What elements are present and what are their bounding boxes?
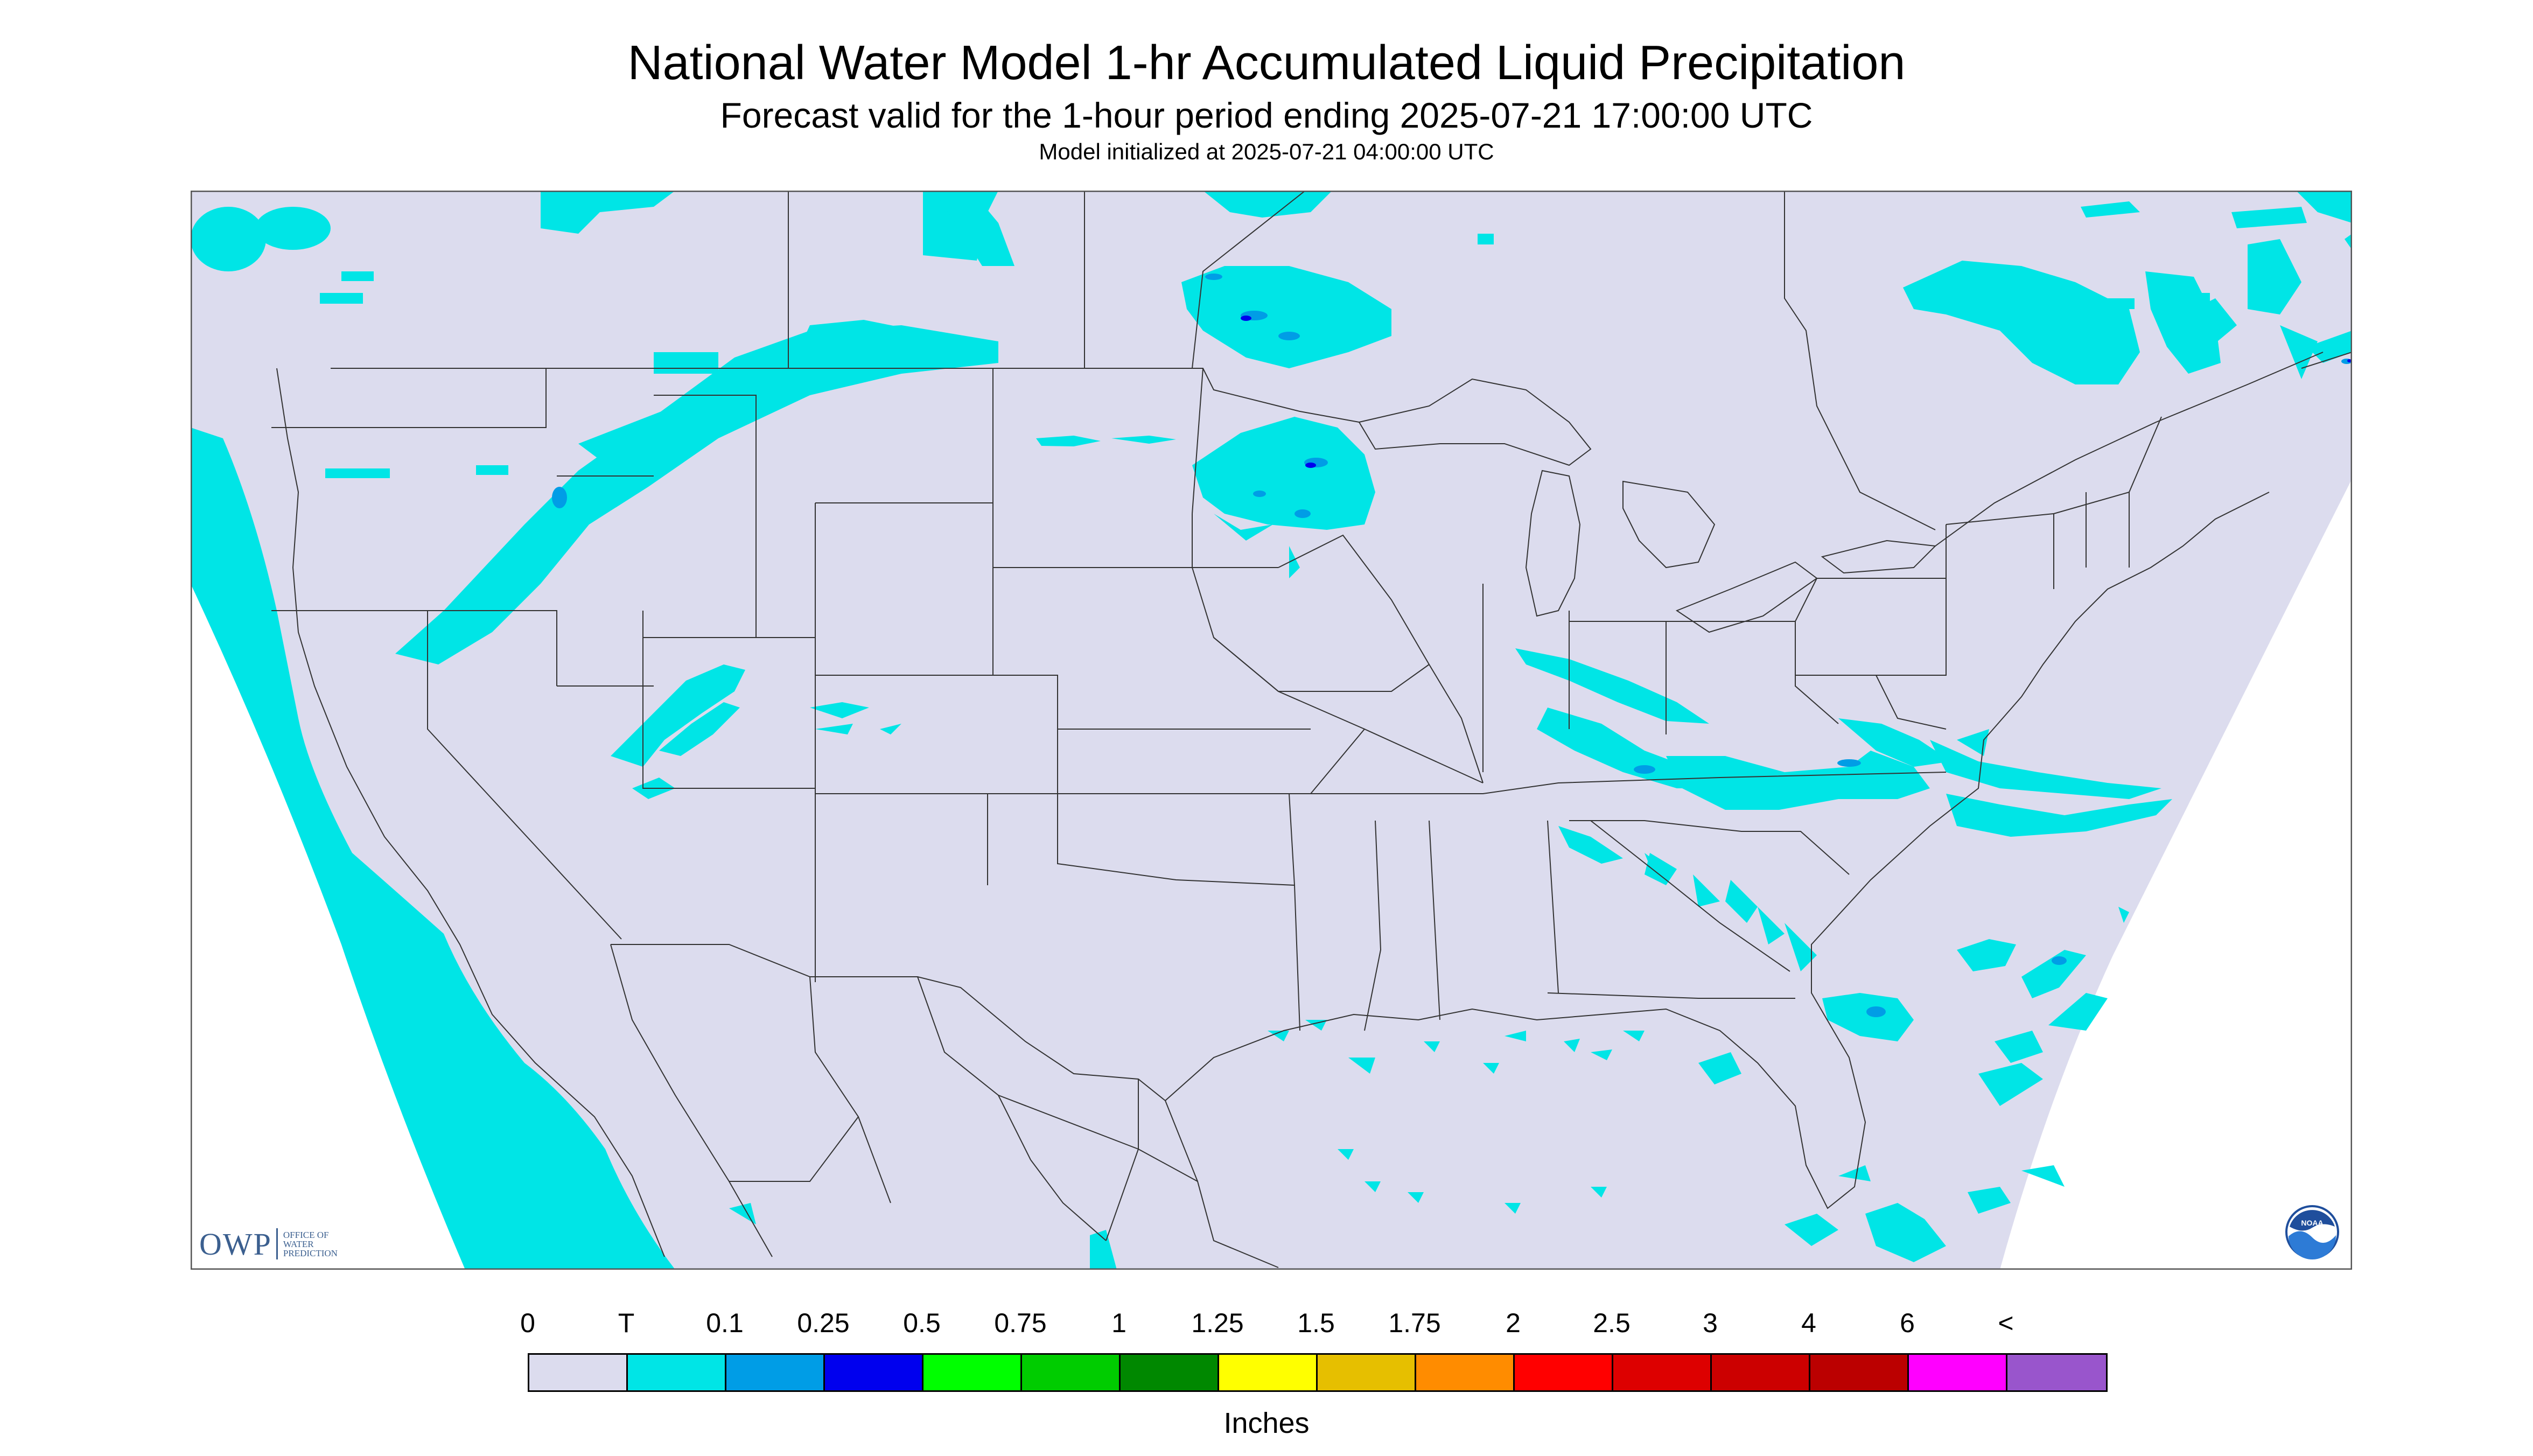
owp-line-2: WATER xyxy=(283,1238,314,1249)
legend-swatch xyxy=(1416,1355,1515,1390)
noaa-logo-text: NOAA xyxy=(2301,1219,2323,1227)
map-title: National Water Model 1-hr Accumulated Li… xyxy=(627,36,1906,90)
legend-tick-label: < xyxy=(1998,1308,2014,1338)
legend-tick-label: 4 xyxy=(1801,1308,1816,1338)
legend-tick-label: 2.5 xyxy=(1593,1308,1631,1338)
map-subtitle: Forecast valid for the 1-hour period end… xyxy=(720,95,1813,135)
owp-line-3: PREDICTION xyxy=(283,1248,338,1258)
legend-swatch xyxy=(1022,1355,1121,1390)
legend-tick-label: 2 xyxy=(1506,1308,1521,1338)
political-boundaries xyxy=(271,191,2352,1268)
legend-tick-label: 0 xyxy=(520,1308,535,1338)
legend-units: Inches xyxy=(1223,1407,1310,1439)
model-init-time: Model initialized at 2025-07-21 04:00:00… xyxy=(1039,139,1494,164)
legend-tick-label: 0.75 xyxy=(994,1308,1047,1338)
precipitation-map xyxy=(191,191,2352,1270)
legend-swatch xyxy=(923,1355,1022,1390)
legend-tick-label: 0.25 xyxy=(797,1308,850,1338)
legend-swatch xyxy=(1121,1355,1219,1390)
legend-labels: 0 T 0.1 0.25 0.5 0.75 1 1.25 1.5 1.75 2 2.5 3 4 6 < xyxy=(0,1307,2533,1345)
legend-swatch xyxy=(628,1355,726,1390)
legend-tick-label: 3 xyxy=(1703,1308,1718,1338)
precip-light xyxy=(191,191,2352,1270)
legend-swatch xyxy=(1515,1355,1613,1390)
legend-tick-label: 0.1 xyxy=(706,1308,744,1338)
legend-swatch xyxy=(1613,1355,1712,1390)
legend-tick-label: 1.75 xyxy=(1388,1308,1441,1338)
precip-heavy xyxy=(1241,316,2352,468)
legend-swatch xyxy=(726,1355,825,1390)
legend-swatch xyxy=(1712,1355,1810,1390)
legend-swatch xyxy=(529,1355,628,1390)
color-scale-bar xyxy=(528,1353,2108,1392)
legend-swatch xyxy=(1810,1355,1909,1390)
owp-logo-divider xyxy=(276,1228,278,1259)
legend-swatch xyxy=(1909,1355,2007,1390)
legend-tick-label: 1.25 xyxy=(1191,1308,1244,1338)
map-frame xyxy=(191,191,2352,1270)
owp-logo-text: OWP xyxy=(199,1226,272,1262)
owp-logo-subtitle: OFFICE OF WATER PREDICTION xyxy=(283,1230,338,1258)
legend-swatch xyxy=(2007,1355,2106,1390)
legend-tick-label: T xyxy=(618,1308,635,1338)
owp-logo: OWP OFFICE OF WATER PREDICTION xyxy=(199,1225,338,1263)
legend-tick-label: 1.5 xyxy=(1297,1308,1335,1338)
map-domain xyxy=(191,191,2352,1270)
legend-tick-label: 0.5 xyxy=(903,1308,941,1338)
legend-swatch xyxy=(1219,1355,1318,1390)
legend-tick-label: 1 xyxy=(1111,1308,1126,1338)
noaa-logo-icon: NOAA xyxy=(2285,1205,2339,1259)
owp-line-1: OFFICE OF xyxy=(283,1229,329,1240)
legend-swatch xyxy=(825,1355,923,1390)
legend-tick-label: 6 xyxy=(1900,1308,1915,1338)
legend-swatch xyxy=(1318,1355,1416,1390)
